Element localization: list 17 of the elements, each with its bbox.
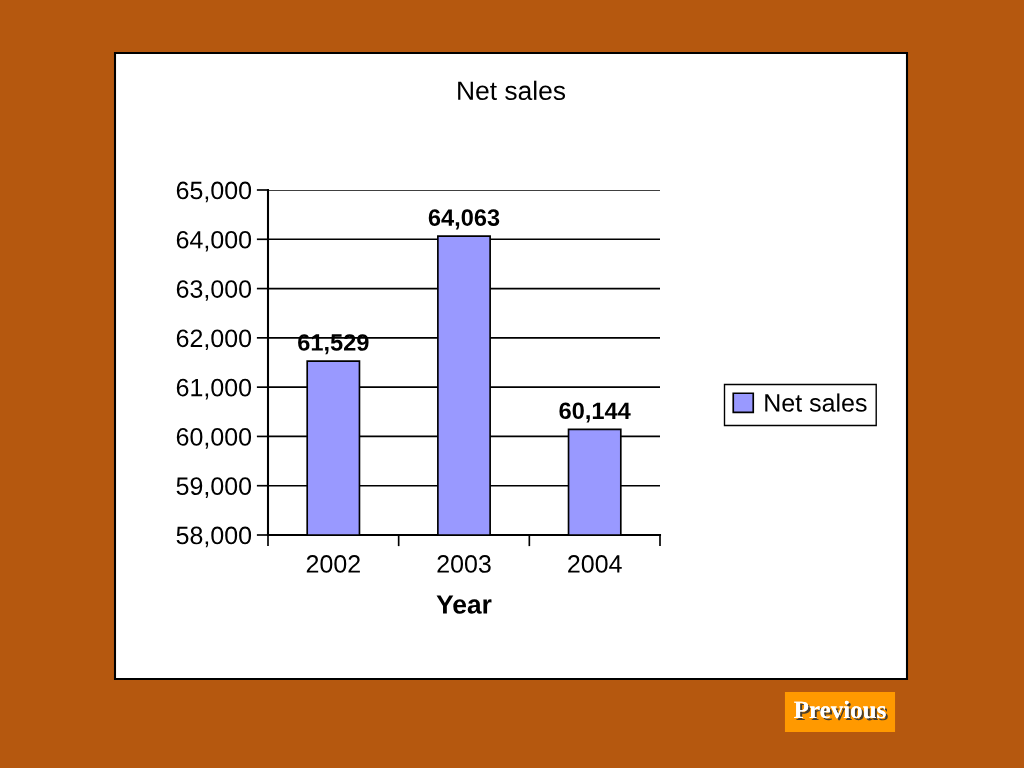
legend-label: Net sales xyxy=(765,393,867,412)
y-tick-label: 60,000 xyxy=(176,428,252,449)
data-label: 64,063 xyxy=(428,209,500,230)
x-tick-label: 2002 xyxy=(306,555,360,573)
x-tick-label: 2003 xyxy=(437,555,491,573)
chart-title: Net sales xyxy=(458,80,566,101)
y-tick-label: 64,000 xyxy=(176,230,252,252)
data-label: 60,144 xyxy=(559,402,631,423)
y-tick-label: 65,000 xyxy=(176,181,252,203)
y-tick-label: 63,000 xyxy=(176,280,252,301)
y-tick-label: 62,000 xyxy=(176,329,252,351)
x-tick-label: 2004 xyxy=(568,555,622,573)
y-tick-label: 59,000 xyxy=(176,477,252,498)
y-tick-label: 61,000 xyxy=(176,378,252,400)
y-tick-label: 58,000 xyxy=(176,526,252,548)
text: Previous xyxy=(794,700,888,721)
x-axis-title: Year xyxy=(436,595,492,614)
